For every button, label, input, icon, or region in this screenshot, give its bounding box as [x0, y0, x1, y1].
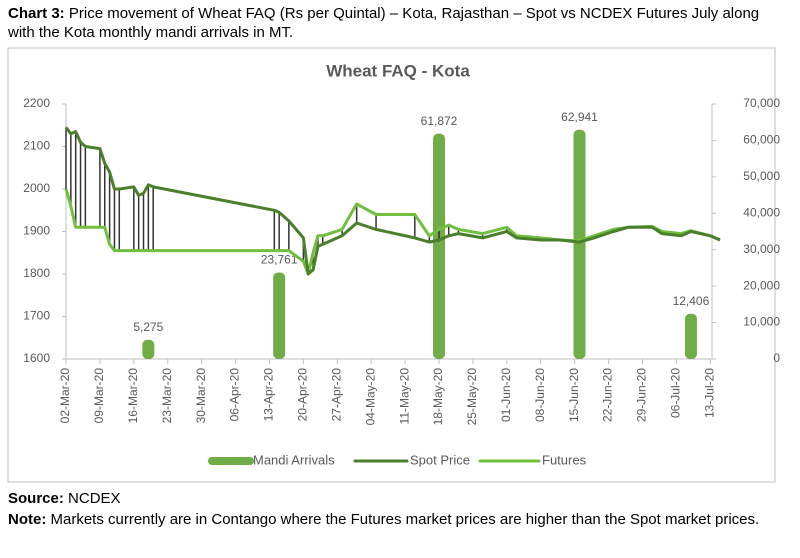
x-tick-label: 22-Jun-20	[601, 368, 615, 422]
x-tick-label: 27-Apr-20	[329, 368, 343, 422]
legend-label: Spot Price	[410, 452, 470, 467]
y2-tick-label: 40,000	[743, 205, 780, 219]
bar-value-label: 62,941	[561, 110, 598, 124]
x-tick-label: 11-May-20	[397, 368, 411, 425]
bar	[684, 313, 697, 359]
bar	[433, 133, 446, 359]
chart-frame	[7, 47, 776, 483]
x-tick-label: 25-May-20	[465, 368, 479, 426]
y-tick-label: 1800	[23, 266, 50, 280]
y-tick-label: 2100	[23, 139, 50, 153]
x-tick-label: 02-Mar-20	[58, 368, 72, 424]
note: Note: Markets currently are in Contango …	[8, 510, 788, 529]
note-label: Note:	[8, 511, 47, 528]
x-tick-label: 06-Apr-20	[228, 368, 242, 422]
y2-tick-label: 20,000	[743, 278, 780, 292]
x-tick-label: 30-Mar-20	[194, 368, 208, 424]
bar-value-label: 5,275	[133, 320, 163, 334]
x-tick-label: 16-Mar-20	[126, 368, 140, 424]
y2-tick-label: 50,000	[743, 169, 780, 183]
x-tick-label: 23-Mar-20	[160, 368, 174, 424]
chart-title: Wheat FAQ - Kota	[326, 61, 470, 80]
header-label: Chart 3:	[8, 5, 65, 22]
x-tick-label: 13-Jul-20	[702, 368, 716, 418]
y-tick-label: 1600	[23, 351, 50, 365]
y2-tick-label: 30,000	[743, 242, 780, 256]
source-text: NCDEX	[68, 490, 121, 507]
y2-tick-label: 70,000	[743, 96, 780, 110]
source-label: Source:	[8, 490, 64, 507]
x-tick-label: 09-Mar-20	[92, 368, 106, 424]
header-text: Price movement of Wheat FAQ (Rs per Quin…	[8, 5, 760, 41]
x-tick-label: 15-Jun-20	[567, 368, 581, 422]
x-tick-label: 20-Apr-20	[296, 368, 310, 422]
line	[64, 126, 721, 276]
x-tick-label: 29-Jun-20	[635, 368, 649, 422]
bar-value-label: 61,872	[421, 114, 458, 128]
line	[64, 188, 721, 276]
x-tick-label: 06-Jul-20	[669, 368, 683, 418]
y-tick-label: 2000	[23, 181, 50, 195]
y-tick-label: 1700	[23, 309, 50, 323]
header: Chart 3: Price movement of Wheat FAQ (Rs…	[8, 4, 788, 42]
y-tick-label: 2200	[23, 96, 50, 110]
x-tick-label: 13-Apr-20	[262, 368, 276, 422]
bar-value-label: 12,406	[673, 294, 710, 308]
x-tick-label: 08-Jun-20	[533, 368, 547, 422]
y2-tick-label: 10,000	[743, 315, 780, 329]
x-tick-label: 04-May-20	[363, 368, 377, 426]
bar-value-label: 23,761	[261, 253, 298, 267]
y2-tick-label: 0	[773, 351, 780, 365]
source: Source: NCDEX	[8, 489, 121, 508]
y-tick-label: 1900	[23, 224, 50, 238]
note-text: Markets currently are in Contango where …	[50, 511, 760, 528]
bar	[573, 129, 586, 359]
x-tick-label: 01-Jun-20	[499, 368, 513, 422]
bar	[273, 272, 286, 359]
legend-label: Futures	[542, 452, 587, 467]
y2-tick-label: 60,000	[743, 133, 780, 147]
bar	[142, 339, 155, 359]
x-tick-label: 18-May-20	[431, 368, 445, 426]
legend-label: Mandi Arrivals	[253, 452, 335, 467]
